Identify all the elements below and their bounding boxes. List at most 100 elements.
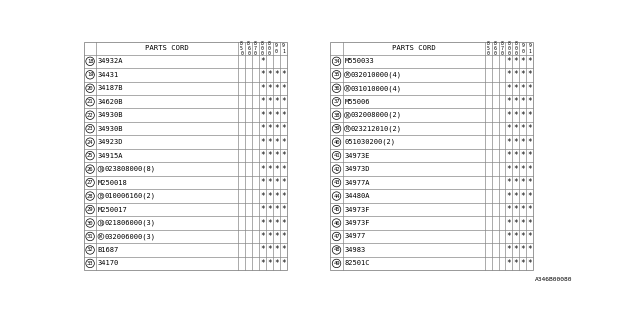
Text: *: * [527, 232, 532, 241]
Text: *: * [514, 84, 518, 93]
Text: *: * [527, 57, 532, 66]
Text: 23: 23 [87, 126, 93, 131]
Text: M250017: M250017 [98, 206, 127, 212]
Text: *: * [267, 219, 272, 228]
Text: *: * [267, 232, 272, 241]
Text: *: * [260, 138, 265, 147]
Text: 37: 37 [333, 99, 340, 104]
Bar [330, 42, 533, 270]
Text: *: * [267, 245, 272, 254]
Text: 29: 29 [87, 207, 93, 212]
Text: *: * [281, 192, 285, 201]
Text: *: * [267, 124, 272, 133]
Text: *: * [507, 151, 511, 160]
Text: *: * [527, 97, 532, 106]
Text: *: * [281, 111, 285, 120]
Text: *: * [267, 259, 272, 268]
Text: *: * [274, 232, 279, 241]
Text: 023212010(2): 023212010(2) [351, 125, 402, 132]
Text: *: * [527, 124, 532, 133]
Text: *: * [520, 205, 525, 214]
Text: M250018: M250018 [98, 180, 127, 186]
Text: *: * [281, 124, 285, 133]
Text: M550033: M550033 [344, 58, 374, 64]
Text: *: * [281, 205, 285, 214]
Text: *: * [514, 259, 518, 268]
Text: 032006000(3): 032006000(3) [104, 233, 156, 240]
Text: 34187B: 34187B [98, 85, 124, 91]
Text: *: * [527, 70, 532, 79]
Text: 33: 33 [87, 261, 93, 266]
Text: N: N [346, 126, 349, 131]
Text: *: * [514, 192, 518, 201]
Text: *: * [514, 138, 518, 147]
Text: B: B [99, 194, 102, 198]
Text: 36: 36 [333, 86, 340, 91]
Text: *: * [260, 111, 265, 120]
Text: *: * [520, 192, 525, 201]
Text: 40: 40 [333, 140, 340, 145]
Text: 8
5
0: 8 5 0 [486, 41, 490, 56]
Text: 34: 34 [333, 59, 340, 64]
Text: 031010000(4): 031010000(4) [351, 85, 402, 92]
Text: 18: 18 [87, 59, 93, 64]
Text: *: * [267, 84, 272, 93]
Text: 25: 25 [87, 153, 93, 158]
Text: *: * [274, 97, 279, 106]
Text: 34973E: 34973E [344, 153, 370, 159]
Text: *: * [520, 57, 525, 66]
Text: 32: 32 [87, 247, 93, 252]
Text: *: * [260, 124, 265, 133]
Text: 34170: 34170 [98, 260, 119, 267]
Text: *: * [267, 164, 272, 174]
Text: *: * [514, 232, 518, 241]
Text: 032008000(2): 032008000(2) [351, 112, 402, 118]
Text: 021806000(3): 021806000(3) [104, 220, 156, 226]
Text: 41: 41 [333, 153, 340, 158]
Text: *: * [260, 97, 265, 106]
Text: *: * [520, 219, 525, 228]
Text: *: * [260, 219, 265, 228]
Text: 9
1: 9 1 [282, 43, 285, 54]
Text: *: * [274, 259, 279, 268]
Text: *: * [507, 178, 511, 187]
Bar [84, 42, 287, 270]
Text: 34973F: 34973F [344, 220, 370, 226]
Text: 43: 43 [333, 180, 340, 185]
Text: 21: 21 [87, 99, 93, 104]
Text: 34977: 34977 [344, 234, 365, 239]
Text: *: * [520, 70, 525, 79]
Text: *: * [260, 245, 265, 254]
Text: 46: 46 [333, 220, 340, 226]
Text: 8
6
0: 8 6 0 [493, 41, 497, 56]
Text: *: * [520, 259, 525, 268]
Text: *: * [274, 138, 279, 147]
Text: 8
0
0: 8 0 0 [515, 41, 517, 56]
Text: *: * [507, 164, 511, 174]
Text: 47: 47 [333, 234, 340, 239]
Text: *: * [507, 219, 511, 228]
Text: *: * [514, 164, 518, 174]
Text: M55006: M55006 [344, 99, 370, 105]
Text: 34930B: 34930B [98, 126, 124, 132]
Text: *: * [507, 124, 511, 133]
Text: *: * [507, 70, 511, 79]
Text: *: * [514, 245, 518, 254]
Text: 27: 27 [87, 180, 93, 185]
Text: 24: 24 [87, 140, 93, 145]
Text: 8
0
0: 8 0 0 [508, 41, 511, 56]
Text: *: * [260, 205, 265, 214]
Text: *: * [514, 57, 518, 66]
Text: *: * [274, 70, 279, 79]
Text: *: * [520, 245, 525, 254]
Text: *: * [281, 138, 285, 147]
Text: 8
0
0: 8 0 0 [268, 41, 271, 56]
Text: 82501C: 82501C [344, 260, 370, 267]
Text: 28: 28 [87, 194, 93, 198]
Text: *: * [527, 205, 532, 214]
Text: 9
0: 9 0 [275, 43, 278, 54]
Text: 023808000(8): 023808000(8) [104, 166, 156, 172]
Text: 19: 19 [87, 72, 93, 77]
Text: 8
0
0: 8 0 0 [261, 41, 264, 56]
Text: *: * [527, 178, 532, 187]
